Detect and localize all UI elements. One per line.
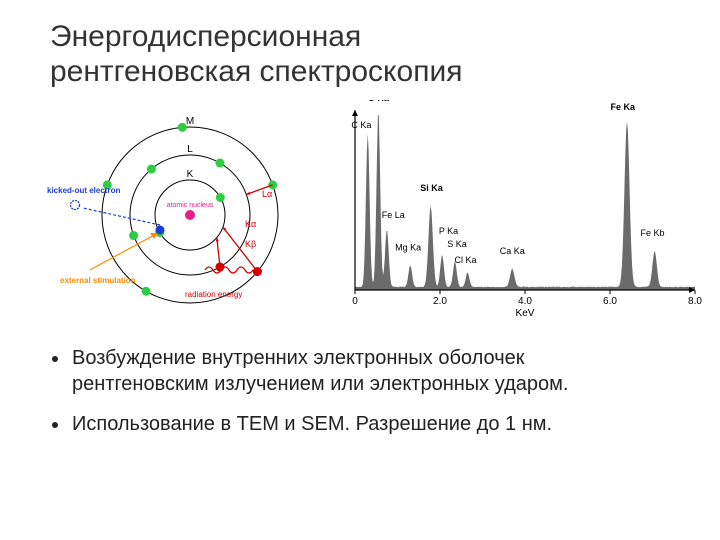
svg-text:L: L: [187, 144, 193, 155]
svg-text:C Ka: C Ka: [351, 120, 371, 130]
svg-text:6.0: 6.0: [603, 296, 617, 307]
svg-text:4.0: 4.0: [518, 296, 532, 307]
svg-text:0: 0: [352, 296, 358, 307]
bullet-list: Возбуждение внутренних электронных оболо…: [50, 345, 650, 451]
svg-text:K: K: [187, 169, 194, 180]
svg-text:Fe Kb: Fe Kb: [640, 228, 664, 238]
svg-text:2.0: 2.0: [433, 296, 447, 307]
svg-text:P Ka: P Ka: [439, 226, 458, 236]
bullet-2: Использование в TEM и SEM. Разрешение до…: [70, 411, 650, 437]
svg-text:O Ka: O Ka: [368, 100, 390, 103]
svg-text:Si Ka: Si Ka: [420, 183, 444, 193]
title-l1: Энергодисперсионная: [50, 20, 361, 53]
svg-text:Kα: Kα: [245, 219, 256, 229]
svg-text:Ca Ka: Ca Ka: [500, 246, 525, 256]
svg-text:Fe La: Fe La: [382, 210, 405, 220]
svg-text:8.0: 8.0: [688, 296, 702, 307]
slide-title: Энергодисперсионная рентгеновская спектр…: [50, 20, 462, 89]
eds-spectrum: 0 2.0 4.0 6.0 8.0 KeV C Ka O Ka Fe La Mg Ka Si Ka P…: [335, 100, 705, 320]
svg-text:S Ka: S Ka: [447, 239, 467, 249]
svg-text:kicked-out electron: kicked-out electron: [47, 186, 120, 195]
svg-text:KeV: KeV: [516, 308, 535, 319]
svg-text:Fe Ka: Fe Ka: [610, 102, 636, 112]
svg-text:Mg Ka: Mg Ka: [395, 242, 421, 252]
svg-text:atomic nucleus: atomic nucleus: [167, 202, 214, 209]
svg-text:radiation energy: radiation energy: [185, 290, 242, 299]
title-l2: рентгеновская спектроскопия: [50, 55, 462, 88]
svg-text:M: M: [186, 116, 194, 127]
svg-text:Cl Ka: Cl Ka: [454, 255, 476, 265]
svg-text:Kβ: Kβ: [245, 239, 256, 249]
svg-text:Lα: Lα: [262, 189, 272, 199]
atom-diagram: K L Matomic nucleus Kα Kβ Lα kicked-out electr…: [45, 105, 335, 325]
svg-text:external stimulation: external stimulation: [60, 276, 136, 285]
bullet-1: Возбуждение внутренних электронных оболо…: [70, 345, 650, 397]
